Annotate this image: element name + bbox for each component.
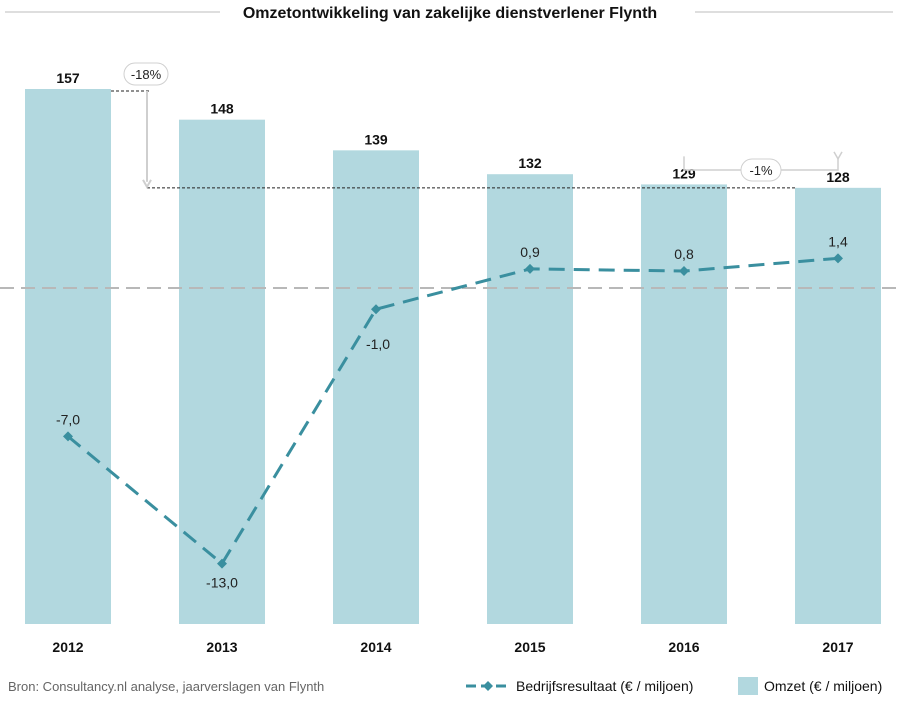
legend-label-line: Bedrijfsresultaat (€ / miljoen) xyxy=(516,678,693,694)
bar-value-label-2014: 139 xyxy=(364,131,388,147)
x-axis-ticks: 2012 2013 2014 2015 2016 2017 xyxy=(52,639,853,655)
annotations-layer: -18% -1% xyxy=(111,62,843,189)
bar-2015 xyxy=(487,174,573,625)
result-point-2016 xyxy=(679,266,689,277)
bar-2014 xyxy=(333,150,419,624)
result-label-2013: -13,0 xyxy=(206,575,238,591)
change-label-18: -18% xyxy=(131,67,162,82)
change-badge-1 xyxy=(740,158,782,182)
x-tick-label-2014: 2014 xyxy=(360,639,391,655)
result-point-2013 xyxy=(217,558,227,569)
result-point-2015 xyxy=(525,263,535,274)
bar-value-label-2012: 157 xyxy=(56,70,80,86)
bar-value-label-2013: 148 xyxy=(210,101,234,117)
result-label-2015: 0,9 xyxy=(520,244,540,260)
bar-2016 xyxy=(641,184,727,624)
x-tick-label-2015: 2015 xyxy=(514,639,545,655)
bar-value-label-2015: 132 xyxy=(518,155,542,171)
bars-layer xyxy=(25,89,881,625)
change-badge-18 xyxy=(123,62,169,86)
arrow-18-head xyxy=(142,179,152,189)
result-point-2014 xyxy=(371,304,381,315)
legend-bar-swatch xyxy=(738,677,758,695)
result-label-2017: 1,4 xyxy=(828,233,848,249)
x-tick-label-2013: 2013 xyxy=(206,639,237,655)
result-line xyxy=(67,256,839,566)
legend: Bedrijfsresultaat (€ / miljoen) Omzet (€… xyxy=(466,677,882,695)
result-point-2012 xyxy=(63,431,73,442)
line-series-layer: -7,0 -13,0 -1,0 0,9 0,8 1,4 xyxy=(56,233,848,590)
result-label-2014: -1,0 xyxy=(366,336,390,352)
chart-title: Omzetontwikkeling van zakelijke dienstve… xyxy=(243,5,657,22)
x-tick-label-2016: 2016 xyxy=(668,639,699,655)
bar-2012 xyxy=(25,89,111,625)
bracket-1-arrowhead xyxy=(833,151,843,161)
x-tick-label-2012: 2012 xyxy=(52,639,83,655)
bar-value-label-2017: 128 xyxy=(826,169,850,185)
x-tick-label-2017: 2017 xyxy=(822,639,853,655)
legend-label-bar: Omzet (€ / miljoen) xyxy=(764,678,882,694)
legend-line-marker xyxy=(483,681,493,691)
source-note: Bron: Consultancy.nl analyse, jaarversla… xyxy=(8,679,324,694)
result-point-2017 xyxy=(833,253,843,264)
bar-2013 xyxy=(179,119,265,624)
change-label-1: -1% xyxy=(749,163,773,178)
result-label-2016: 0,8 xyxy=(674,246,694,262)
result-label-2012: -7,0 xyxy=(56,411,80,427)
bar-2017 xyxy=(795,187,881,624)
